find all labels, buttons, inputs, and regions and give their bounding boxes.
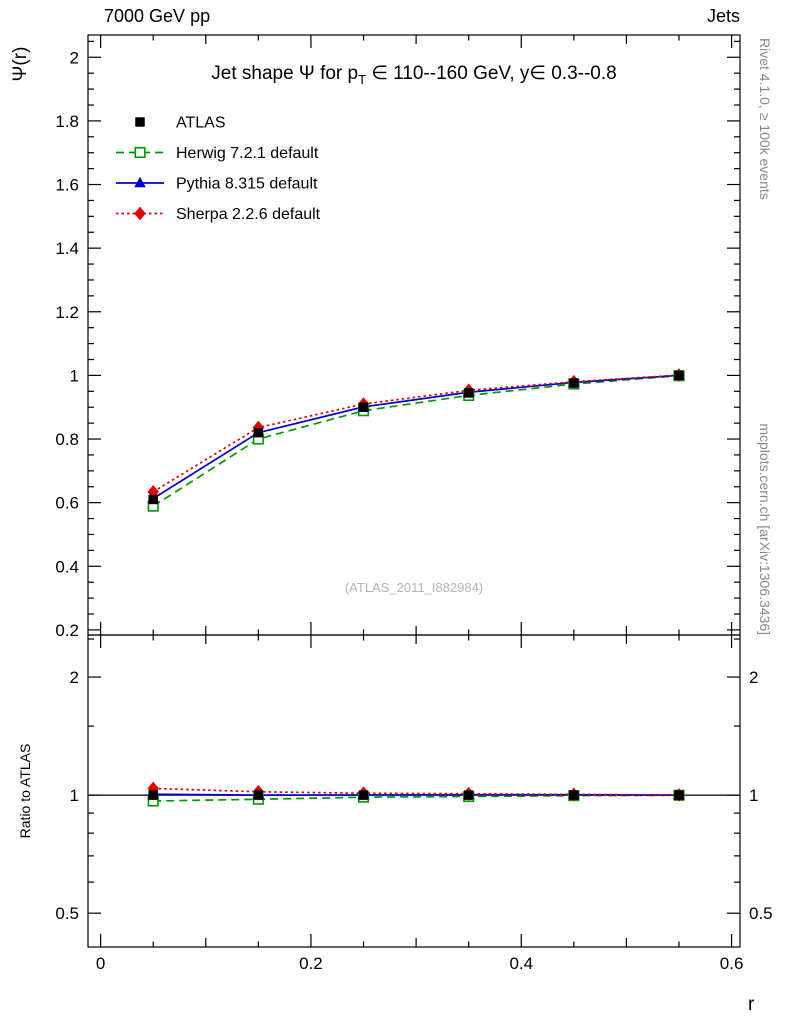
ratio-tick-label-right: 1	[749, 786, 758, 805]
y-tick-label: 1.2	[55, 303, 79, 322]
x-axis-label: r	[748, 994, 755, 1015]
legend-marker-diamond-filled	[134, 206, 146, 221]
data-point-ratio	[463, 790, 474, 800]
legend-label: Pythia 8.315 default	[176, 176, 318, 193]
series-line-main	[152, 374, 680, 500]
data-point-main	[358, 402, 369, 412]
legend-label: Herwig 7.2.1 default	[176, 145, 319, 162]
legend-label: Sherpa 2.2.6 default	[176, 206, 321, 223]
data-point-ratio	[253, 790, 264, 800]
plot-title-pre: Jet shape Ψ for p	[211, 63, 358, 84]
data-point-main	[463, 388, 474, 398]
plot-title-post: ∈ 110--160 GeV, y∈ 0.3--0.8	[366, 63, 617, 84]
y-tick-label: 0.4	[55, 557, 79, 576]
series-line-ratio	[153, 787, 680, 796]
data-point-ratio	[148, 790, 158, 800]
y-tick-label: 0.2	[55, 621, 79, 640]
watermark: (ATLAS_2011_I882984)	[345, 580, 483, 595]
legend-marker-triangle-filled	[134, 176, 146, 188]
y-tick-label: 1	[70, 366, 79, 385]
series-line-main	[152, 374, 680, 507]
y-tick-label: 1.4	[55, 239, 79, 258]
plot-dynamic-layer: 0.2 0.4 0.6 0.8 1 1.2 1.4 1.6 1.8 2 0.5 0.5 1 1 2 2 0 0.2…	[55, 35, 773, 973]
series-line-ratio	[153, 793, 680, 796]
data-point-ratio	[569, 790, 579, 800]
legend-label: ATLAS	[176, 115, 226, 132]
y-tick-label: 0.6	[55, 494, 79, 513]
ratio-tick-label-left: 0.5	[55, 904, 79, 923]
ratio-tick-label-right: 2	[749, 668, 758, 687]
mcplots-citation-note: mcplots.cern.ch [arXiv:1306.3436]	[757, 423, 773, 635]
ratio-tick-label-left: 2	[70, 668, 79, 687]
data-point-main	[674, 370, 684, 381]
x-tick-label: 0	[96, 954, 105, 973]
legend-marker-square-filled	[135, 117, 145, 127]
y-axis-label: Ψ(r)	[10, 47, 31, 82]
y-tick-label: 1.6	[55, 176, 79, 195]
ratio-panel-frame	[87, 634, 741, 948]
x-tick-label: 0.2	[299, 954, 323, 973]
plot-title-subscript: T	[358, 72, 366, 87]
ratio-tick-label-right: 0.5	[749, 904, 773, 923]
ratio-tick-label-left: 1	[70, 786, 79, 805]
plot-title: Jet shape Ψ for pT ∈ 110--160 GeV, y∈ 0.…	[211, 63, 616, 87]
rivet-version-note: Rivet 4.1.0, ≥ 100k events	[757, 38, 773, 200]
series-line-main	[152, 374, 680, 493]
data-point-main	[147, 484, 159, 499]
x-tick-label: 0.4	[509, 954, 533, 973]
data-point-ratio	[674, 790, 684, 800]
process-label: Jets	[707, 6, 740, 26]
data-point-main	[253, 427, 264, 438]
x-tick-label: 0.6	[720, 954, 744, 973]
data-point-ratio	[358, 790, 369, 800]
ratio-y-axis-label: Ratio to ATLAS	[17, 744, 33, 839]
series-line-ratio	[153, 794, 680, 802]
y-tick-label: 1.8	[55, 112, 79, 131]
y-tick-label: 2	[70, 48, 79, 67]
y-tick-label: 0.8	[55, 430, 79, 449]
legend-marker-square-open	[134, 146, 146, 159]
data-point-main	[569, 378, 579, 388]
data-point-main	[148, 494, 158, 505]
beam-energy-label: 7000 GeV pp	[104, 6, 210, 26]
